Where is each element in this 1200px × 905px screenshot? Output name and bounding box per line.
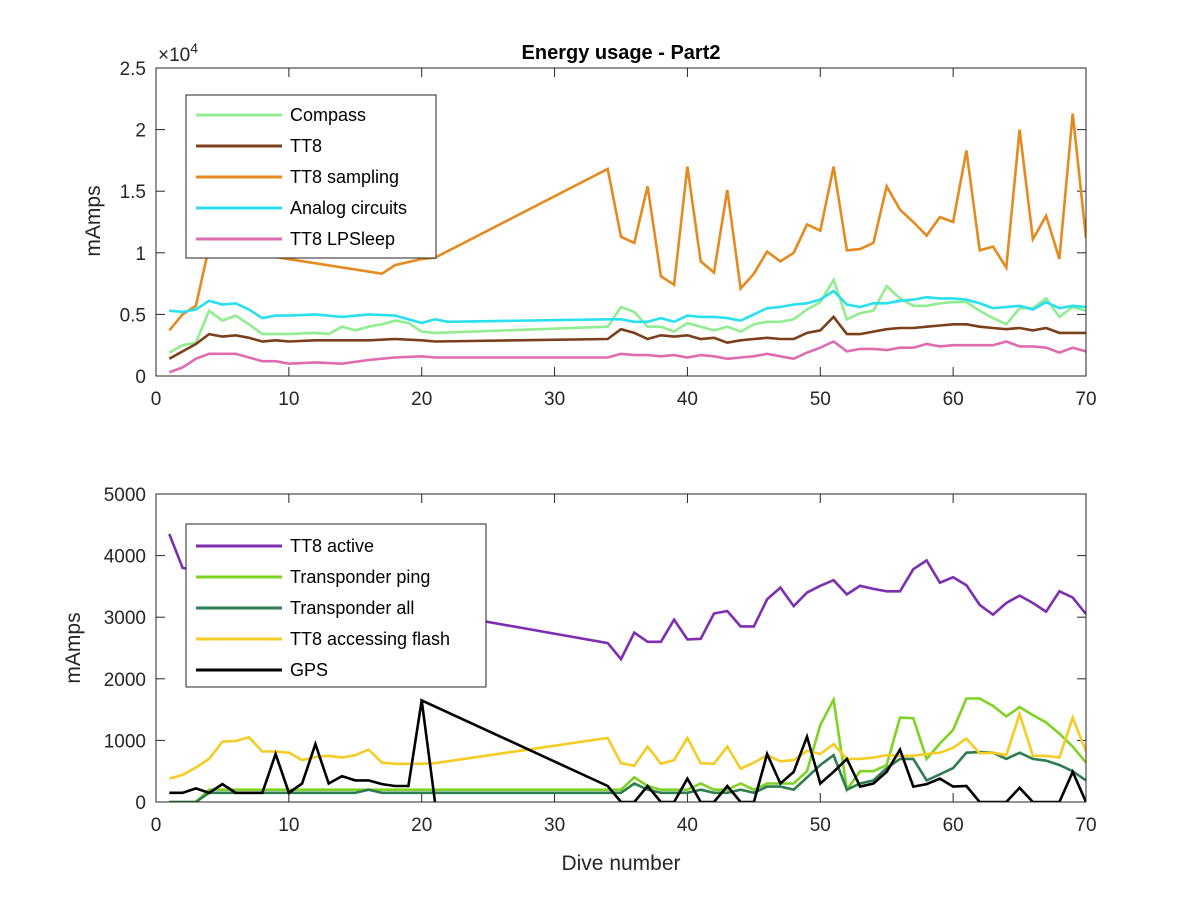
series-line-tt8 [168,314,1086,360]
x-tick-label: 40 [677,815,698,836]
y-tick-label: 2.5 [120,59,146,80]
legend-label-tt8: TT8 [290,136,322,156]
series-line-tt8-lpsleep [168,339,1086,374]
x-tick-label: 40 [677,389,698,410]
y-tick-label: 3000 [104,608,146,629]
plot-area [168,533,1086,802]
y-tick-label: 5000 [104,485,146,506]
y-tick-label: 0.5 [120,305,146,326]
y-tick-label: 2 [135,121,146,142]
y-tick-label: 0 [135,367,146,388]
legend: TT8 active Transponder ping Transponder al… [185,523,487,688]
legend-label-tt8-active: TT8 active [290,536,374,556]
series-line-tt8-active [168,533,1086,662]
x-tick-label: 0 [151,815,162,836]
series-line-analog-circuits [169,289,1086,325]
y-tick-label: 2000 [104,670,146,691]
x-tick-label: 30 [544,389,565,410]
legend-label-tt8-accessing-flash: TT8 accessing flash [290,629,450,649]
series-line-tt8-accessing-flash [168,709,1086,780]
axes-box [155,67,1087,377]
x-tick-label: 70 [1075,815,1096,836]
energy-panel-top: Energy usage - Part2 ×104 mAmps 0 10 20 30 4… [82,40,1097,410]
legend: Compass TT8 TT8 sampling Analog circuits TT8… [185,94,437,259]
y-tick-label: 0 [135,793,146,814]
ticks: 0 10 20 30 40 50 60 70 0 1000 2000 3000 4000 5000 [104,485,1097,836]
x-tick-label: 10 [278,389,299,410]
y-tick-label: 1000 [104,731,146,752]
energy-panel-bottom: mAmps Dive number 0 10 20 30 40 50 60 70 0 1000 20… [62,485,1097,875]
x-tick-label: 30 [544,815,565,836]
legend-label-transponder-all: Transponder all [290,598,414,618]
series-line-tt8-sampling [168,113,1086,332]
x-axis-label: Dive number [561,852,680,875]
legend-label-gps: GPS [290,660,328,680]
axes-box [155,493,1087,803]
chart-title: Energy usage - Part2 [522,42,721,64]
legend-label-analog-circuits: Analog circuits [290,198,407,218]
series-line-compass [168,276,1086,354]
y-tick-label: 1.5 [120,182,146,203]
x-tick-label: 60 [943,389,964,410]
legend-label-transponder-ping: Transponder ping [290,567,430,587]
legend-label-compass: Compass [290,105,366,125]
legend-label-tt8-sampling: TT8 sampling [290,167,399,187]
x-tick-label: 50 [810,389,831,410]
y-tick-label: 1 [135,244,146,265]
y-tick-label: 4000 [104,547,146,568]
x-tick-label: 20 [411,389,432,410]
y-axis-label: mAmps [82,185,105,256]
y-axis-label: mAmps [62,612,85,683]
plot-area [168,113,1086,374]
x-tick-label: 70 [1075,389,1096,410]
x-tick-label: 60 [943,815,964,836]
ticks: 0 10 20 30 40 50 60 70 0 0.5 1 1.5 2 2.5 [120,59,1097,410]
x-tick-label: 50 [810,815,831,836]
x-tick-label: 20 [411,815,432,836]
legend-label-tt8-lpsleep: TT8 LPSleep [290,229,395,249]
x-tick-label: 0 [151,389,162,410]
y-exponent-label: ×104 [158,40,198,66]
legend-box [185,523,487,688]
series-line-gps [169,698,1086,802]
x-tick-label: 10 [278,815,299,836]
